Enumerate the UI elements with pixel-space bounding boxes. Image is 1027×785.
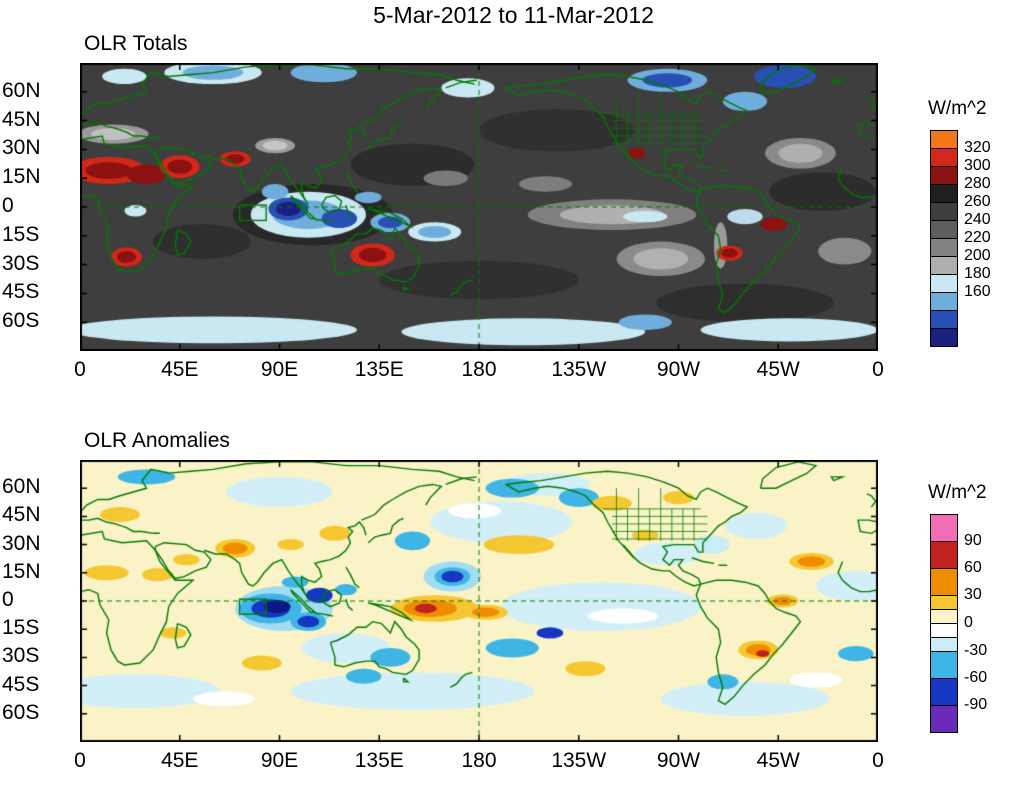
x-tick-label: 90E xyxy=(260,749,299,772)
x-tick-label: 135E xyxy=(354,749,404,772)
y-tick-label: 15S xyxy=(2,222,40,246)
y-tick-label: 30N xyxy=(2,531,41,555)
colorbar-tick-label: 200 xyxy=(964,247,991,264)
y-tick-label: 60S xyxy=(2,309,40,333)
colorbar-tick-label: 60 xyxy=(964,559,982,576)
colorbar-segment xyxy=(931,293,957,311)
colorbar-tick-label: 240 xyxy=(964,211,991,228)
colorbar-tick-label: 320 xyxy=(964,139,991,156)
figure-title: 5-Mar-2012 to 11-Mar-2012 xyxy=(373,2,654,28)
map-olr-anomalies xyxy=(80,460,878,742)
colorbar-anomalies: 90 60 30 0 -30 -60 -90 xyxy=(930,514,987,733)
colorbar-segment xyxy=(931,185,957,203)
x-tick-label: 45E xyxy=(161,358,199,381)
y-tick-label: 45N xyxy=(2,503,41,527)
colorbar-segment xyxy=(931,515,957,542)
y-tick-label: 60N xyxy=(2,78,41,102)
y-tick-label: 45N xyxy=(2,107,41,131)
colorbar-segment xyxy=(931,596,957,610)
colorbar-segment xyxy=(931,652,957,679)
y-tick-label: 45S xyxy=(2,672,40,696)
colorbar-tick-label: 220 xyxy=(964,229,991,246)
colorbar-segment xyxy=(931,706,957,732)
panel-title-olr-anomalies: OLR Anomalies xyxy=(84,429,230,452)
x-tick-label: 180 xyxy=(461,358,497,381)
colorbar-segment xyxy=(931,221,957,239)
colorbar-tick-label: -90 xyxy=(964,696,988,713)
panel-title-olr-totals: OLR Totals xyxy=(84,32,188,55)
x-tick-label: 135W xyxy=(551,749,607,772)
x-tick-label: 45W xyxy=(756,358,800,381)
y-tick-label: 30S xyxy=(2,644,40,668)
x-tick-label: 135E xyxy=(354,358,404,381)
colorbar-units-anomalies: W/m^2 xyxy=(928,482,987,503)
colorbar-tick-label: 30 xyxy=(964,586,982,603)
x-tick-label: 0 xyxy=(872,749,884,772)
x-tick-label: 45W xyxy=(756,749,800,772)
colorbar-tick-label: 180 xyxy=(964,265,991,282)
y-tick-label: 30N xyxy=(2,136,41,160)
colorbar-segment xyxy=(931,239,957,257)
colorbar-segment xyxy=(931,624,957,638)
colorbar-units-totals: W/m^2 xyxy=(928,98,987,119)
colorbar-tick-label: 280 xyxy=(964,175,991,192)
y-tick-label: 60N xyxy=(2,475,41,499)
colorbar-segment xyxy=(931,679,957,706)
x-tick-label: 45E xyxy=(161,749,199,772)
colorbar-tick-label: -60 xyxy=(964,669,988,686)
x-tick-label: 0 xyxy=(74,749,86,772)
map-olr-totals xyxy=(80,63,878,351)
colorbar-tick-label: 90 xyxy=(964,532,982,549)
x-tick-label: 0 xyxy=(74,358,86,381)
y-tick-label: 15S xyxy=(2,616,40,640)
y-tick-label: 15N xyxy=(2,559,41,583)
y-tick-label: 0 xyxy=(2,194,14,217)
y-tick-label: 0 xyxy=(2,588,14,611)
x-tick-label: 90W xyxy=(656,749,701,772)
y-tick-label: 45S xyxy=(2,280,40,304)
x-tick-label: 180 xyxy=(461,749,497,772)
colorbar-tick-label: 260 xyxy=(964,193,991,210)
colorbar-totals: 320 300 280 260 240 220 200 180 160 xyxy=(930,130,991,347)
colorbar-segment xyxy=(931,257,957,275)
colorbar-tick-label: 0 xyxy=(964,614,973,631)
colorbar-segment xyxy=(931,275,957,293)
colorbar-segment xyxy=(931,638,957,652)
x-tick-label: 0 xyxy=(872,358,884,381)
colorbar-segment xyxy=(931,311,957,329)
colorbar-segment xyxy=(931,131,957,149)
y-tick-label: 60S xyxy=(2,700,40,724)
colorbar-segment xyxy=(931,569,957,596)
colorbar-segment xyxy=(931,149,957,167)
colorbar-segment xyxy=(931,542,957,569)
x-tick-label: 90E xyxy=(260,358,299,381)
x-tick-label: 135W xyxy=(551,358,607,381)
colorbar-tick-label: 300 xyxy=(964,157,991,174)
x-tick-label: 90W xyxy=(656,358,701,381)
colorbar-segment xyxy=(931,167,957,185)
colorbar-segment xyxy=(931,329,957,346)
y-tick-label: 30S xyxy=(2,251,40,275)
colorbar-segment xyxy=(931,610,957,624)
y-tick-label: 15N xyxy=(2,165,41,189)
colorbar-tick-label: 160 xyxy=(964,283,991,300)
colorbar-tick-label: -30 xyxy=(964,642,988,659)
colorbar-segment xyxy=(931,203,957,221)
